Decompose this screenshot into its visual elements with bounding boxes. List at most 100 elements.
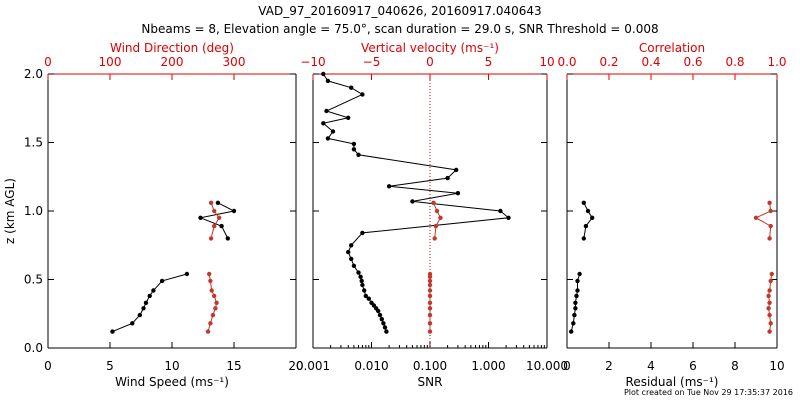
- x-tick-label: 0: [44, 359, 52, 373]
- top-axis-label: Vertical velocity (ms⁻¹): [361, 41, 499, 55]
- data-point: [360, 230, 365, 236]
- data-point: [346, 115, 351, 121]
- top-tick-label: −5: [363, 55, 381, 69]
- data-point: [346, 249, 351, 255]
- x-tick-label: 15: [226, 359, 241, 373]
- top-tick-label: −10: [300, 55, 325, 69]
- data-point: [427, 306, 433, 311]
- x-axis-label: Wind Speed (ms⁻¹): [115, 375, 229, 389]
- data-point: [768, 278, 773, 284]
- data-point: [351, 141, 357, 147]
- data-point: [215, 200, 221, 205]
- data-point: [137, 312, 142, 318]
- data-point: [325, 136, 331, 141]
- x-axis-label: SNR: [418, 375, 443, 389]
- data-point: [349, 256, 354, 262]
- data-point: [351, 147, 357, 152]
- data-point: [184, 271, 190, 277]
- data-point: [767, 288, 772, 293]
- top-tick-label: 0.6: [683, 55, 702, 69]
- chart-title: VAD_97_20160917_040626, 20160917.040643: [258, 4, 541, 18]
- top-tick-label: 0: [426, 55, 434, 69]
- data-point: [208, 321, 213, 326]
- data-point: [349, 243, 354, 248]
- x-tick-label: 10.000: [526, 359, 568, 373]
- top-tick-label: 200: [161, 55, 184, 69]
- data-point: [208, 278, 213, 284]
- data-point: [434, 208, 440, 214]
- top-tick-label: 100: [99, 55, 122, 69]
- data-point: [360, 92, 365, 97]
- data-point: [767, 329, 772, 334]
- data-point: [377, 312, 383, 318]
- data-point: [349, 85, 354, 90]
- x-tick-label: 4: [647, 359, 655, 373]
- data-point: [147, 293, 152, 299]
- data-point: [212, 223, 217, 229]
- top-tick-label: 5: [485, 55, 493, 69]
- top-tick-label: 0.4: [641, 55, 660, 69]
- data-point: [427, 271, 433, 277]
- top-tick-label: 0.8: [725, 55, 744, 69]
- data-point: [325, 78, 331, 84]
- data-point: [506, 215, 511, 220]
- data-point: [573, 306, 578, 311]
- x-tick-label: 2: [605, 359, 613, 373]
- data-point: [231, 208, 237, 214]
- panel-1: 0.0 0.5 1.0 1.5 2.0 z (km AGL) 0 5 10 15 20 Wind Sp…: [3, 41, 304, 389]
- y-tick-label: 0.0: [24, 341, 43, 355]
- data-point: [427, 329, 433, 334]
- data-point: [433, 223, 439, 229]
- top-tick-label: 0: [44, 55, 52, 69]
- top-tick-label: 300: [223, 55, 246, 69]
- data-point: [386, 184, 392, 189]
- top-axis-label: Correlation: [639, 41, 705, 55]
- data-point: [321, 71, 326, 77]
- series-line: [322, 73, 510, 332]
- data-point: [445, 175, 450, 181]
- x-tick-label: 20: [288, 359, 303, 373]
- data-point: [225, 236, 230, 241]
- data-point: [382, 325, 388, 330]
- data-point: [212, 293, 217, 299]
- data-point: [363, 293, 368, 299]
- plot-footer: Plot created on Tue Nov 29 17:35:37 2016: [624, 388, 793, 397]
- data-point: [454, 167, 459, 173]
- data-point: [214, 300, 219, 305]
- data-point: [571, 321, 576, 326]
- data-point: [159, 278, 165, 284]
- data-point: [384, 329, 389, 334]
- data-point: [356, 152, 361, 157]
- data-point: [381, 321, 386, 326]
- data-point: [110, 329, 115, 334]
- top-tick-label: 0.0: [557, 55, 576, 69]
- data-point: [455, 191, 461, 196]
- data-point: [569, 329, 574, 334]
- data-point: [219, 223, 224, 229]
- data-point: [360, 282, 365, 288]
- data-point: [590, 215, 595, 220]
- data-point: [766, 306, 771, 311]
- data-point: [769, 271, 774, 277]
- x-tick-label: 0.001: [296, 359, 330, 373]
- x-axis-label: Residual (ms⁻¹): [626, 375, 719, 389]
- data-point: [216, 215, 222, 220]
- data-point: [427, 321, 433, 326]
- series-line: [754, 202, 772, 239]
- data-point: [768, 223, 773, 229]
- data-point: [438, 215, 443, 220]
- series-line: [112, 273, 188, 333]
- panel-2: 0.001 0.010 0.100 1.000 10.000 SNR −10 −5 0 5 10 Ve…: [296, 41, 568, 389]
- data-point: [379, 317, 384, 322]
- data-point: [198, 215, 203, 220]
- x-tick-label: 10: [769, 359, 784, 373]
- top-tick-label: 0.2: [599, 55, 618, 69]
- x-tick-label: 8: [731, 359, 739, 373]
- data-point: [572, 312, 577, 318]
- data-point: [130, 321, 135, 326]
- chart-subtitle: Nbeams = 8, Elevation angle = 75.0°, sca…: [141, 22, 658, 36]
- data-point: [767, 300, 772, 305]
- data-point: [208, 236, 214, 241]
